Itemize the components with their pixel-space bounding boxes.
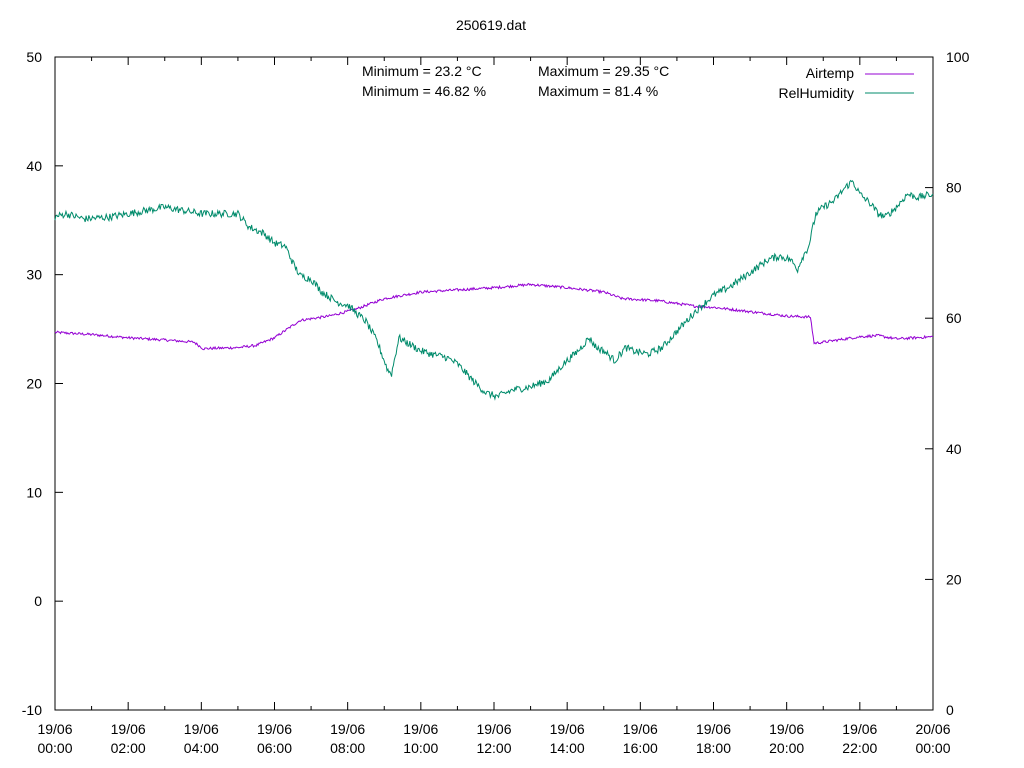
x-tick-date: 19/06 bbox=[550, 721, 585, 737]
x-tick-date: 19/06 bbox=[403, 721, 438, 737]
x-tick-time: 22:00 bbox=[842, 740, 877, 756]
x-tick-time: 16:00 bbox=[623, 740, 658, 756]
x-tick-date: 19/06 bbox=[330, 721, 365, 737]
x-tick-time: 02:00 bbox=[111, 740, 146, 756]
left-y-tick-label: 40 bbox=[26, 158, 42, 174]
x-tick-date: 20/06 bbox=[915, 721, 950, 737]
x-tick-date: 19/06 bbox=[696, 721, 731, 737]
x-tick-time: 06:00 bbox=[257, 740, 292, 756]
x-tick-date: 19/06 bbox=[623, 721, 658, 737]
x-tick-date: 19/06 bbox=[37, 721, 72, 737]
right-y-tick-label: 60 bbox=[946, 310, 962, 326]
x-tick-date: 19/06 bbox=[111, 721, 146, 737]
left-axis-labels: -10 0 10 20 30 40 50 bbox=[22, 49, 42, 718]
x-tick-time: 18:00 bbox=[696, 740, 731, 756]
left-y-tick-label: -10 bbox=[22, 702, 42, 718]
chart-title: 250619.dat bbox=[456, 17, 526, 33]
ticks bbox=[54, 56, 934, 711]
x-tick-date: 19/06 bbox=[257, 721, 292, 737]
left-y-tick-label: 10 bbox=[26, 484, 42, 500]
x-tick-time: 08:00 bbox=[330, 740, 365, 756]
series-line-relhumidity bbox=[54, 179, 934, 401]
x-tick-date: 19/06 bbox=[769, 721, 804, 737]
right-y-tick-label: 20 bbox=[946, 571, 962, 587]
left-y-tick-label: 0 bbox=[34, 593, 42, 609]
x-tick-time: 20:00 bbox=[769, 740, 804, 756]
x-tick-time: 00:00 bbox=[915, 740, 950, 756]
x-tick-date: 19/06 bbox=[842, 721, 877, 737]
x-axis-labels: 19/06 00:00 19/06 02:00 19/06 04:00 19/06 06:00… bbox=[37, 721, 950, 756]
right-y-tick-label: 80 bbox=[946, 180, 962, 196]
stat-min-temp: Minimum = 23.2 °C bbox=[362, 63, 482, 79]
legend: Airtemp RelHumidity bbox=[779, 65, 914, 101]
series-lines bbox=[54, 179, 934, 401]
x-tick-time: 12:00 bbox=[476, 740, 511, 756]
x-tick-date: 19/06 bbox=[184, 721, 219, 737]
legend-label-relhumidity: RelHumidity bbox=[779, 85, 854, 101]
left-y-tick-label: 50 bbox=[26, 49, 42, 65]
x-tick-date: 19/06 bbox=[476, 721, 511, 737]
stat-max-hum: Maximum = 81.4 % bbox=[538, 83, 658, 99]
x-tick-time: 00:00 bbox=[37, 740, 72, 756]
legend-label-airtemp: Airtemp bbox=[806, 65, 854, 81]
x-tick-time: 10:00 bbox=[403, 740, 438, 756]
stat-min-hum: Minimum = 46.82 % bbox=[362, 83, 486, 99]
x-tick-time: 14:00 bbox=[550, 740, 585, 756]
left-y-tick-label: 20 bbox=[26, 376, 42, 392]
right-y-tick-label: 100 bbox=[946, 49, 970, 65]
left-y-tick-label: 30 bbox=[26, 267, 42, 283]
x-tick-time: 04:00 bbox=[184, 740, 219, 756]
plot-frame bbox=[54, 56, 934, 711]
right-axis-labels: 0 20 40 60 80 100 bbox=[946, 49, 970, 718]
right-y-tick-label: 40 bbox=[946, 441, 962, 457]
right-y-tick-label: 0 bbox=[946, 702, 954, 718]
series-line-airtemp bbox=[54, 282, 934, 351]
stat-max-temp: Maximum = 29.35 °C bbox=[538, 63, 669, 79]
